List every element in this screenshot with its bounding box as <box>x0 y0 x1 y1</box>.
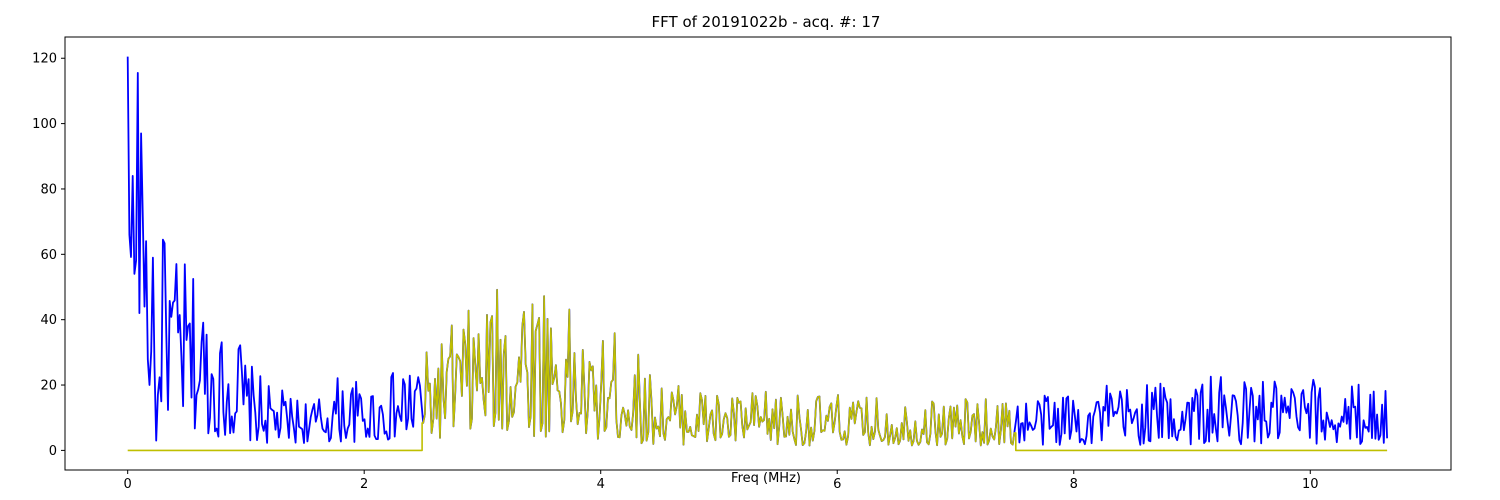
x-tick-label: 2 <box>360 477 368 492</box>
y-tick-label: 80 <box>40 182 57 197</box>
y-tick-label: 20 <box>40 379 57 394</box>
y-tick-label: 40 <box>40 313 57 328</box>
x-axis-label: Freq (MHz) <box>731 471 801 486</box>
spectrum-series-line <box>126 56 1388 447</box>
x-tick-label: 10 <box>1302 477 1319 492</box>
plot-frame <box>64 36 1452 471</box>
y-tick-label: 60 <box>40 248 57 263</box>
y-tick-label: 100 <box>32 117 57 132</box>
y-tick-label: 0 <box>49 444 57 459</box>
x-tick-label: 4 <box>597 477 605 492</box>
x-tick-label: 8 <box>1070 477 1078 492</box>
chart-title: FFT of 20191022b - acq. #: 17 <box>652 13 881 31</box>
window-series-line <box>127 288 1388 452</box>
x-tick-label: 0 <box>124 477 132 492</box>
x-tick-label: 6 <box>833 477 841 492</box>
y-tick-label: 120 <box>32 52 57 67</box>
